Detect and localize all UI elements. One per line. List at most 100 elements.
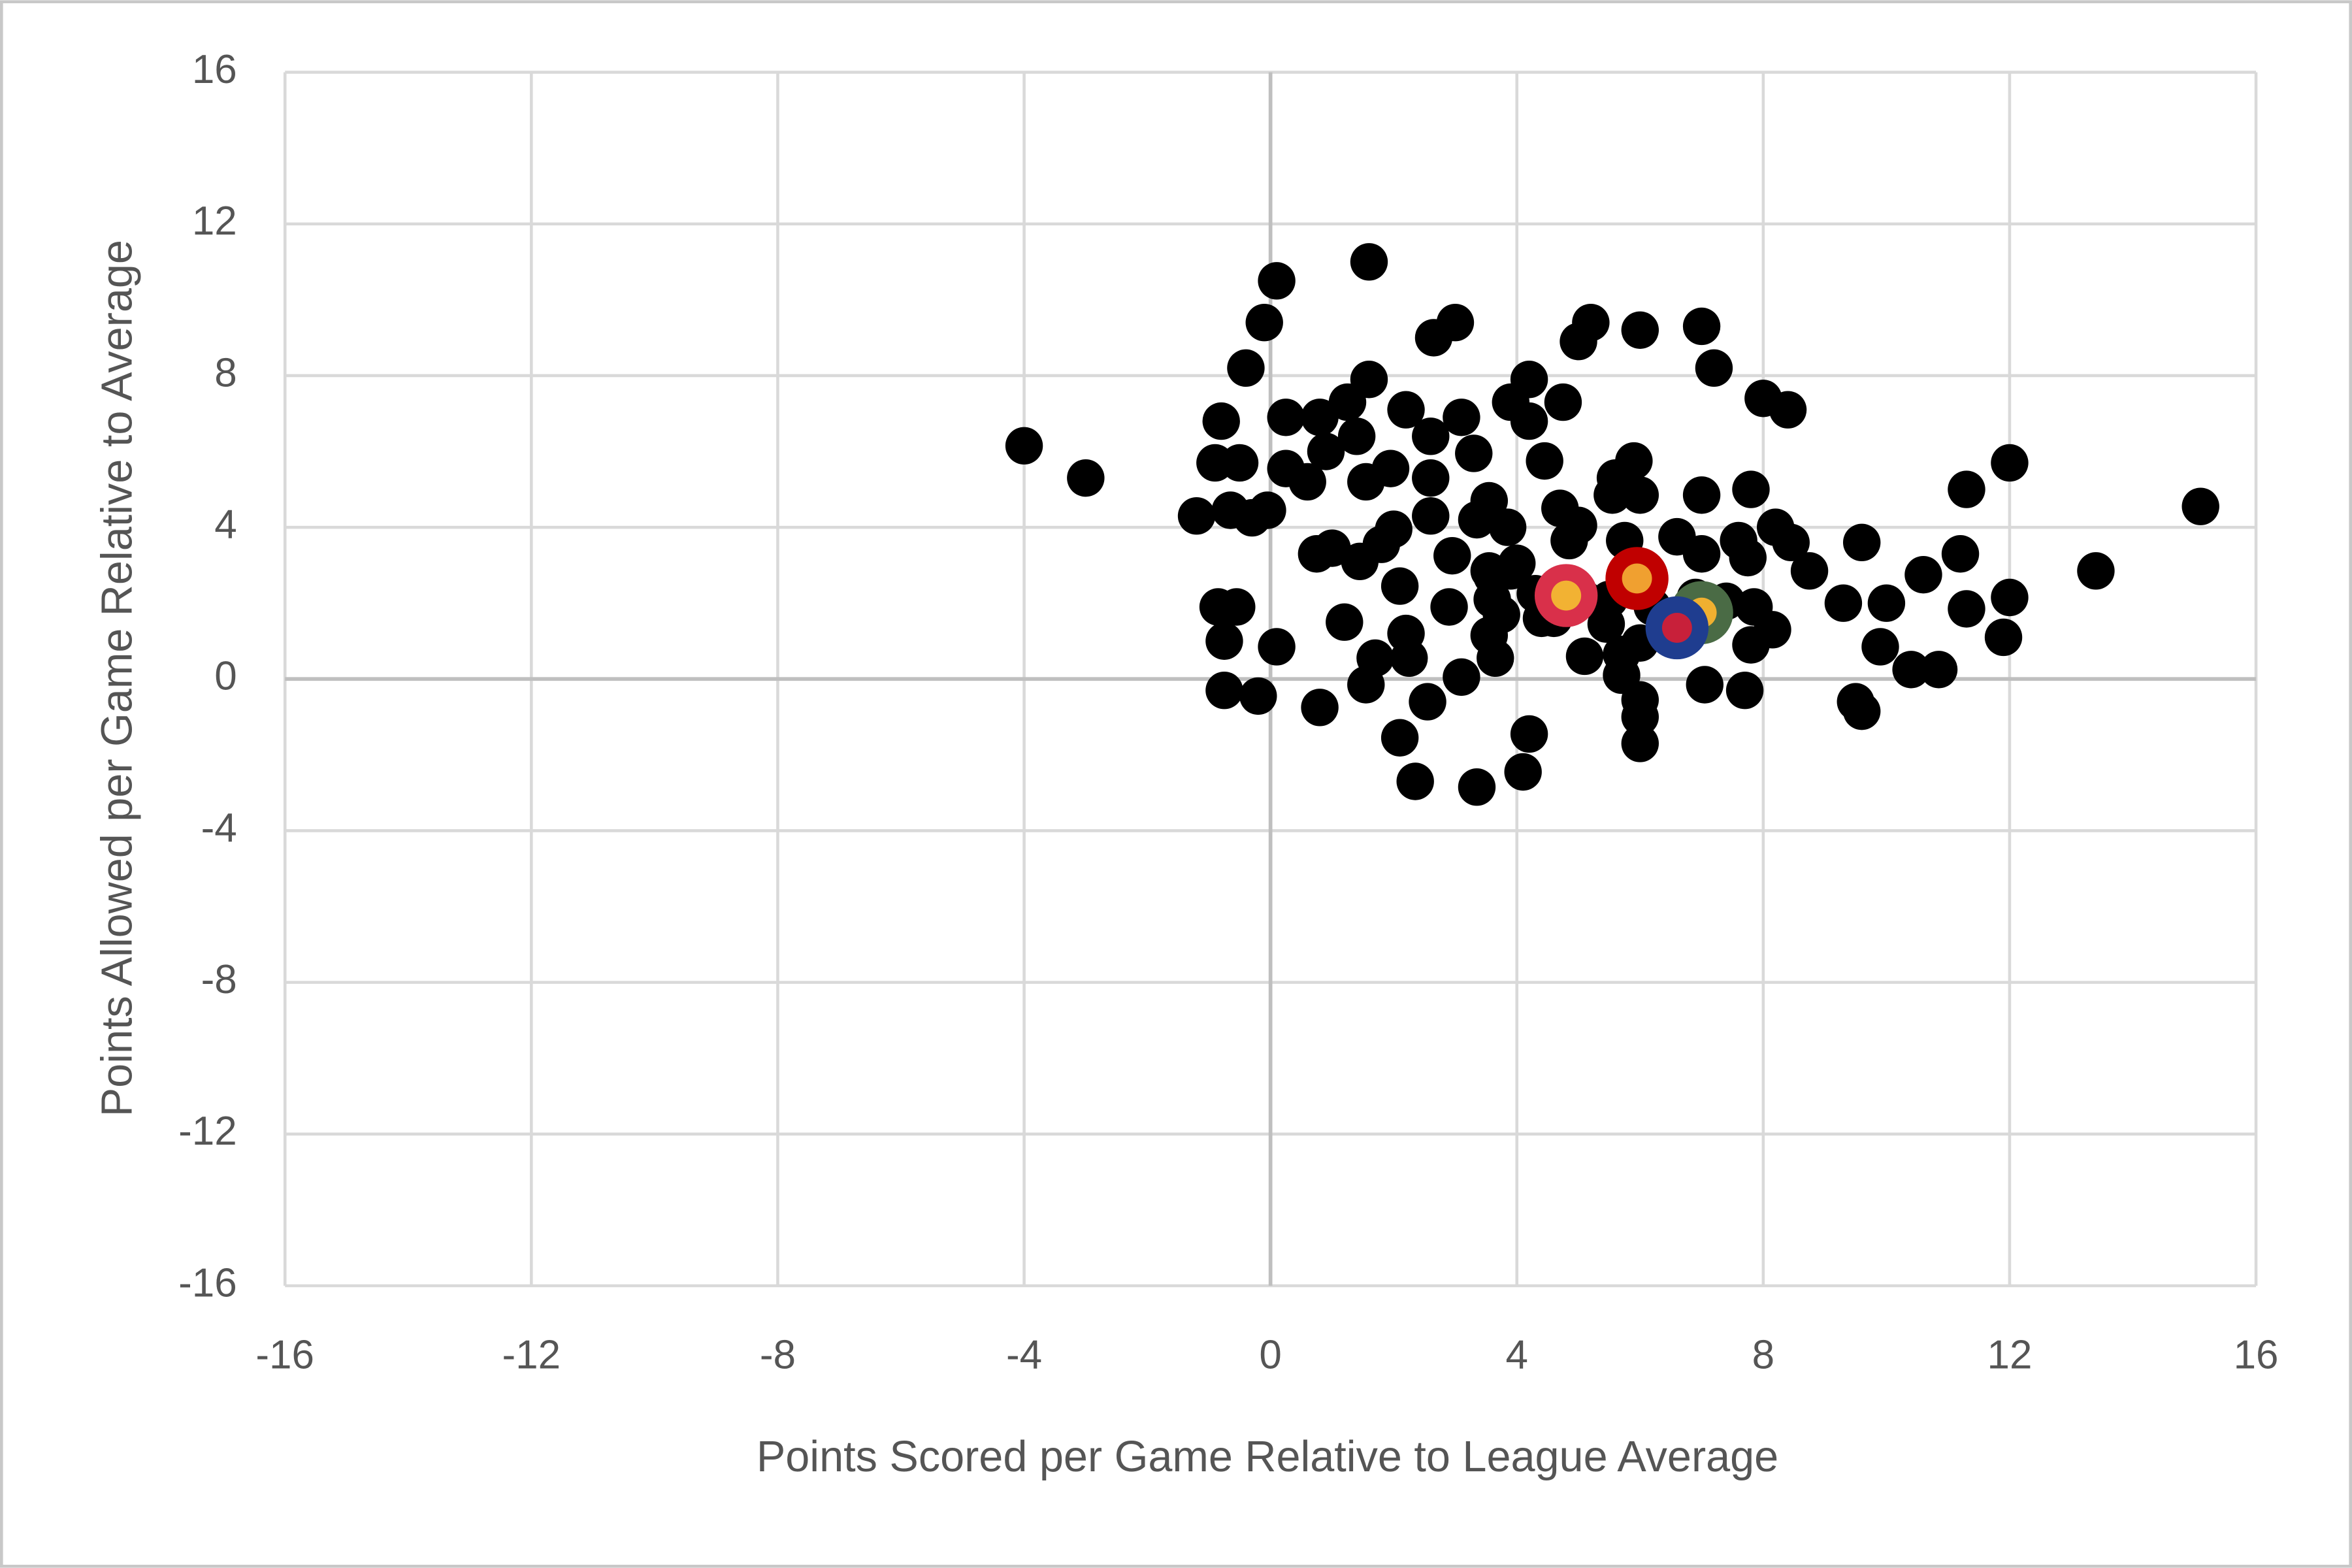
point [1067,459,1105,497]
point [1205,622,1243,660]
point [1686,666,1723,704]
point [1458,500,1496,539]
point [1301,399,1339,436]
point [1948,470,1985,508]
point [1593,476,1631,514]
point [1565,637,1604,676]
point [1919,651,1958,689]
point [1991,578,2029,617]
point [1682,535,1721,573]
point [1409,683,1446,721]
point [1732,470,1770,508]
point [1245,303,1283,342]
point [1842,523,1881,562]
y-tick-label: -12 [178,1109,237,1154]
x-axis-title: Points Scored per Game Relative to Leagu… [757,1433,1778,1481]
y-tick-label: 8 [214,350,237,395]
point [1218,588,1256,626]
point [1504,753,1542,791]
point [1603,656,1641,694]
point [1371,449,1410,487]
point [1729,538,1767,577]
point [1861,628,1899,666]
point [1267,399,1305,436]
y-tick-label: 12 [192,199,237,244]
point [1433,536,1471,575]
y-tick-label: -8 [201,957,237,1002]
y-tick-label: -4 [201,806,237,851]
highlight-point-center [1551,580,1582,611]
point [1991,444,2029,482]
point [1621,698,1659,736]
x-tick-label: 16 [2234,1333,2279,1378]
point [1948,590,1985,628]
point [1732,626,1770,664]
point [1380,567,1419,605]
point [1621,476,1659,514]
point [1288,463,1326,501]
y-axis-title: Points Allowed per Game Relative to Aver… [93,240,141,1117]
point [1205,671,1243,710]
point [1307,433,1345,470]
point [1458,768,1496,806]
point [1470,552,1509,590]
point [1177,497,1216,535]
point [1560,322,1597,361]
marks [1005,243,2219,806]
point [1387,614,1425,653]
point [1695,349,1733,387]
point [1436,303,1475,342]
y-tick-label: -16 [178,1260,237,1305]
point [1544,383,1582,421]
point [1892,651,1930,689]
point [1412,459,1450,497]
x-tick-label: 0 [1259,1333,1281,1378]
point [1682,307,1721,346]
point [2077,552,2115,590]
point [1258,262,1296,300]
highlight-point-center [1622,563,1652,594]
point [1412,497,1450,535]
point [1984,618,2023,657]
point [1510,715,1548,753]
point [1842,692,1881,730]
point [1430,588,1468,626]
point [1341,542,1379,581]
point [1227,349,1265,387]
point [1356,639,1394,678]
point [1211,491,1250,529]
y-tick-label: 4 [214,502,237,547]
x-tick-label: -4 [1006,1333,1042,1378]
point [1769,391,1807,429]
point [1824,584,1863,622]
point [1443,658,1480,696]
point [1510,402,1548,440]
point [1541,489,1579,527]
point [1488,508,1527,546]
point [1337,417,1376,455]
point [1455,434,1493,472]
point [1772,523,1810,562]
point [2181,487,2219,525]
y-tick-label: 0 [214,654,237,699]
point [1682,476,1721,514]
y-tick-label: 16 [192,47,237,92]
point [1326,603,1364,641]
point [1380,719,1419,757]
x-tick-label: -16 [255,1333,314,1378]
point [1396,762,1434,800]
point [1328,383,1367,421]
point [1301,689,1339,727]
point [1725,671,1764,710]
point [1258,628,1296,666]
point [1202,402,1240,440]
point [1220,444,1259,482]
point [1526,442,1563,480]
point [1443,399,1480,436]
grid: -16 -12 -8 -4 0 4 8 12 16 -16 -12 -8 -4 0 4 8 12 16 [178,47,2278,1378]
point [1904,555,1942,594]
point [1790,552,1829,590]
